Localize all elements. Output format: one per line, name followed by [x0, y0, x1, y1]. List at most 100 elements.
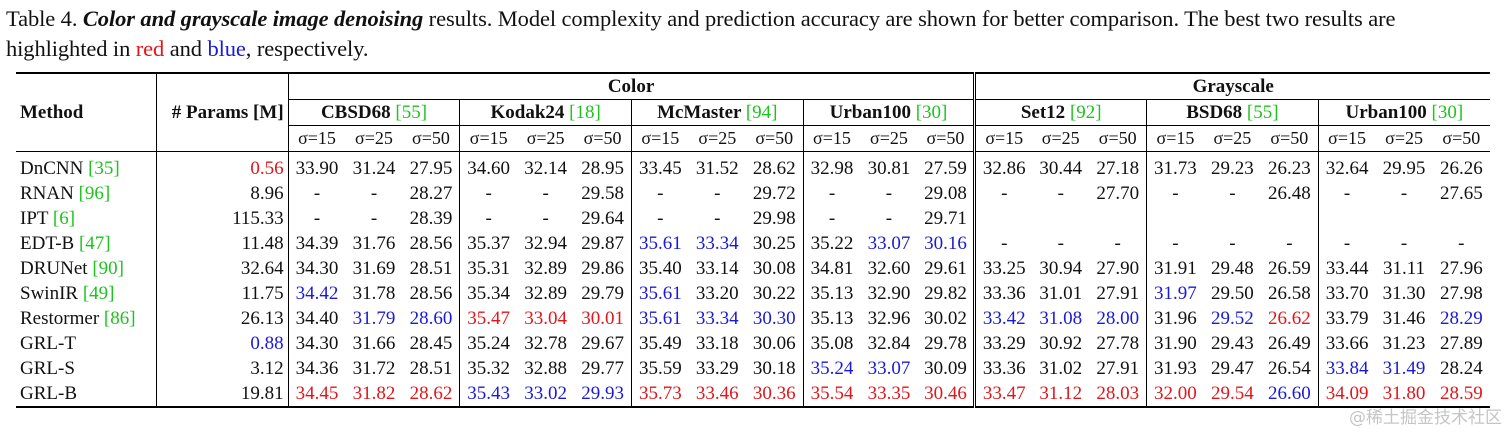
- group-color-header: Color: [287, 72, 975, 100]
- value-cell: 31.78: [352, 283, 396, 304]
- value-cell: 34.42: [287, 281, 346, 306]
- value-cell: 30.25: [752, 233, 796, 254]
- value-cell: 31.01: [1039, 283, 1083, 304]
- value-cell: 28.51: [409, 358, 453, 379]
- dataset-header-5: BSD68 [55]: [1146, 99, 1319, 126]
- method-cell: RNAN [96]: [16, 181, 156, 206]
- value-cell: 27.96: [1439, 258, 1483, 279]
- value-cell: 29.64: [581, 208, 624, 229]
- sigma-header: σ=25: [1032, 125, 1090, 152]
- value-cell: 34.09: [1317, 381, 1376, 408]
- sigma-header-row: σ=15 σ=25 σ=50 σ=15 σ=25 σ=50 σ=15 σ=25 σ=50 σ=15…: [16, 125, 1490, 152]
- dataset-name: Urban100: [1345, 102, 1427, 123]
- sigma-header: σ=15: [630, 125, 689, 152]
- value-cell: 31.46: [1382, 308, 1426, 329]
- params-cell: 0.56: [155, 151, 289, 181]
- params-cell: 0.88: [155, 331, 289, 356]
- value-cell: 35.32: [459, 356, 518, 381]
- method-cell: SwinIR [49]: [16, 281, 156, 306]
- value-cell: 29.95: [1382, 158, 1426, 179]
- value-cell: 29.98: [752, 208, 796, 229]
- value-cell: 32.96: [867, 308, 911, 329]
- value-cell: 35.24: [459, 331, 518, 356]
- method-name: EDT-B: [20, 233, 75, 254]
- value-cell: 34.45: [287, 381, 346, 408]
- dataset-ref: [55]: [395, 102, 428, 123]
- value-cell: 35.40: [630, 256, 689, 281]
- dataset-name: McMaster: [657, 102, 742, 123]
- dataset-header-3: Urban100 [30]: [802, 99, 975, 126]
- table-row: Restormer [86] 26.13 34.40 31.79 28.60 35.47 3…: [16, 306, 1490, 331]
- value-cell: 28.39: [409, 208, 453, 229]
- sigma-header: σ=15: [287, 125, 346, 152]
- value-cell: 28.62: [402, 381, 460, 408]
- value-cell: 28.95: [581, 158, 624, 179]
- value-cell: 34.30: [287, 256, 346, 281]
- table-caption: Table 4. Color and grayscale image denoi…: [6, 4, 1502, 64]
- value-cell: -: [459, 181, 518, 206]
- dataset-header-0: CBSD68 [55]: [287, 99, 460, 126]
- value-cell: 34.81: [802, 256, 861, 281]
- method-cell: GRL-S: [16, 356, 156, 381]
- value-cell: 30.09: [924, 358, 967, 379]
- method-cell: Restormer [86]: [16, 306, 156, 331]
- value-cell: -: [1114, 233, 1121, 254]
- sigma-header: σ=25: [517, 125, 575, 152]
- value-cell: 34.36: [287, 356, 346, 381]
- sigma-header: σ=25: [860, 125, 918, 152]
- value-cell: 33.35: [860, 381, 918, 408]
- sigma-header: σ=15: [973, 125, 1033, 152]
- value-cell: 28.56: [409, 233, 453, 254]
- caption-text-1: results. Model complexity and prediction…: [6, 6, 1396, 61]
- table-row: GRL-T 0.88 34.30 31.66 28.45 35.24 32.78 29.67 3…: [16, 331, 1490, 356]
- method-name: RNAN: [20, 183, 74, 204]
- value-cell: 30.81: [867, 158, 911, 179]
- dataset-name: Set12: [1020, 102, 1066, 123]
- value-cell: 26.26: [1439, 158, 1483, 179]
- value-cell: 30.92: [1039, 333, 1083, 354]
- value-cell: 31.52: [695, 158, 739, 179]
- value-cell: 29.79: [581, 283, 624, 304]
- value-cell: 31.49: [1382, 358, 1426, 379]
- value-cell: 34.39: [287, 231, 346, 256]
- watermark: @稀土掘金技术社区: [1349, 408, 1502, 428]
- value-cell: 35.37: [459, 231, 518, 256]
- method-cell: DnCNN [35]: [16, 152, 156, 182]
- value-cell: 35.47: [459, 306, 518, 331]
- value-cell: 27.78: [1096, 333, 1140, 354]
- sigma-header: σ=25: [1203, 125, 1261, 152]
- value-cell: 31.66: [352, 333, 396, 354]
- caption-label: Table 4.: [6, 6, 78, 31]
- params-cell: 19.81: [155, 381, 289, 408]
- value-cell: 28.51: [409, 258, 453, 279]
- value-cell: 29.48: [1211, 258, 1254, 279]
- value-cell: 26.54: [1267, 358, 1311, 379]
- value-cell: 33.36: [973, 356, 1033, 381]
- value-cell: 32.86: [973, 151, 1033, 181]
- value-cell: 26.49: [1267, 333, 1311, 354]
- value-cell: 26.60: [1261, 381, 1319, 408]
- value-cell: [1032, 206, 1089, 231]
- method-name: IPT: [20, 208, 49, 229]
- caption-title: Color and grayscale image denoising: [82, 6, 424, 31]
- value-cell: -: [1057, 233, 1064, 254]
- value-cell: 27.91: [1096, 283, 1140, 304]
- value-cell: 33.45: [630, 151, 689, 181]
- method-cell: GRL-T: [16, 331, 156, 356]
- table-row: GRL-B 19.81 34.45 31.82 28.62 35.43 33.02 29.93…: [16, 381, 1490, 408]
- table-row: SwinIR [49] 11.75 34.42 31.78 28.56 35.34 32.8…: [16, 281, 1490, 306]
- value-cell: 26.23: [1267, 158, 1311, 179]
- value-cell: 28.59: [1432, 381, 1490, 408]
- value-cell: 28.60: [409, 308, 453, 329]
- value-cell: 28.56: [409, 283, 453, 304]
- dataset-name: Urban100: [829, 102, 911, 123]
- value-cell: 35.61: [630, 231, 689, 256]
- value-cell: 33.07: [867, 233, 911, 254]
- value-cell: 33.04: [524, 308, 568, 329]
- value-cell: 33.20: [695, 283, 739, 304]
- value-cell: 31.96: [1146, 306, 1204, 331]
- method-name: GRL-B: [20, 383, 77, 404]
- sigma-header: σ=50: [1432, 125, 1490, 152]
- value-cell: 27.89: [1439, 333, 1483, 354]
- value-cell: 30.02: [924, 308, 967, 329]
